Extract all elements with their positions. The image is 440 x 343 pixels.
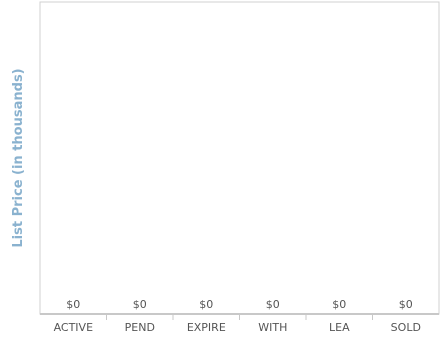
value-label-sold: $0 (399, 298, 413, 311)
value-label-active: $0 (66, 298, 80, 311)
tick-label-expire: EXPIRE (187, 321, 226, 334)
value-label-with: $0 (266, 298, 280, 311)
ticks-group (106, 314, 373, 320)
y-axis-label: List Price (in thousands) (11, 68, 26, 247)
tick-label-with: WITH (258, 321, 287, 334)
value-labels-group: $0 $0 $0 $0 $0 $0 (66, 298, 413, 311)
tick-label-pend: PEND (125, 321, 155, 334)
value-label-expire: $0 (199, 298, 213, 311)
tick-label-lea: LEA (329, 321, 350, 334)
value-label-pend: $0 (133, 298, 147, 311)
tick-label-active: ACTIVE (54, 321, 94, 334)
value-label-lea: $0 (332, 298, 346, 311)
tick-labels-group: ACTIVE PEND EXPIRE WITH LEA SOLD (54, 321, 421, 334)
plot-frame (39, 1, 440, 315)
tick-label-sold: SOLD (391, 321, 421, 334)
